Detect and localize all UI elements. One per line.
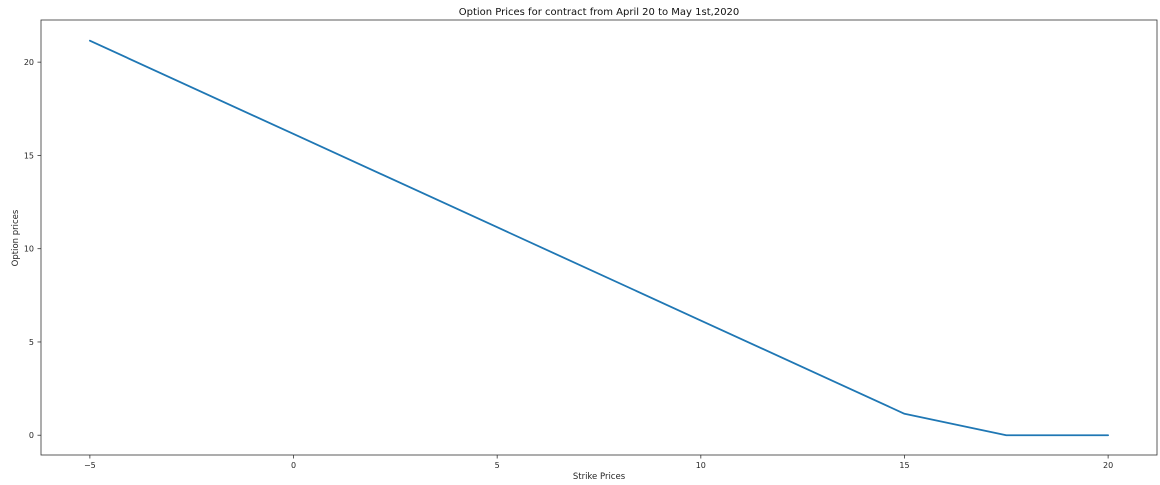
x-tick-label: 15 [899,461,909,470]
y-tick-label: 0 [29,431,34,440]
series-layer [88,39,1110,437]
chart-title: Option Prices for contract from April 20… [459,7,740,18]
y-axis-label: Option prices [11,209,21,266]
y-tick-label: 10 [24,245,34,254]
x-tick-label: 20 [1103,461,1113,470]
y-tick-label: 15 [24,151,34,160]
x-axis: −5 0 5 10 15 20 [84,455,1113,470]
x-axis-label: Strike Prices [573,472,626,482]
plot-frame [40,19,1158,456]
plot-area [40,19,1158,456]
x-tick-label: 5 [495,461,500,470]
series-line [88,39,1110,437]
x-tick-label: −5 [84,461,96,470]
x-tick-label: 0 [291,461,296,470]
y-axis: 0 5 10 15 20 [24,58,41,440]
y-tick-label: 5 [29,338,34,347]
y-tick-label: 20 [24,58,34,67]
x-tick-label: 10 [696,461,706,470]
